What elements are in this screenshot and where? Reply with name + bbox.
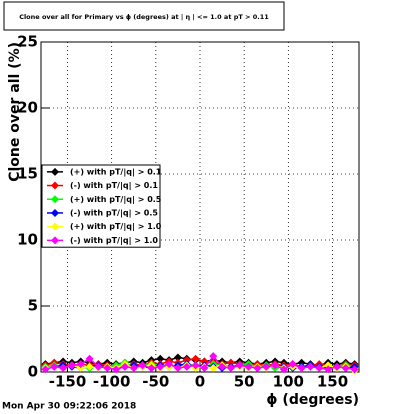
- y-tick-label: 15: [17, 165, 38, 183]
- data-point: [226, 364, 235, 373]
- data-point: [85, 354, 94, 363]
- data-point: [306, 362, 315, 371]
- timestamp: Mon Apr 30 09:22:06 2018: [2, 402, 136, 412]
- legend-label: (-) with pT/|q| > 1.0: [70, 236, 158, 245]
- legend-marker: [51, 195, 59, 204]
- legend-marker: [51, 167, 59, 176]
- data-point: [147, 364, 156, 373]
- legend-label: (-) with pT/|q| > 0.5: [70, 208, 158, 217]
- title-box: [3, 1, 285, 31]
- data-point: [279, 365, 288, 374]
- x-tick-label: 0: [195, 373, 205, 391]
- data-point: [297, 364, 306, 373]
- data-point: [173, 353, 182, 362]
- data-point: [85, 362, 94, 371]
- data-point: [262, 362, 271, 371]
- data-point: [112, 365, 121, 374]
- x-axis-label: ϕ (degrees): [266, 392, 359, 408]
- data-point: [209, 352, 218, 361]
- x-tick-label: 50: [234, 373, 255, 391]
- legend-marker: [51, 208, 59, 217]
- data-point: [332, 362, 341, 371]
- data-point: [271, 361, 280, 370]
- data-point: [288, 360, 297, 369]
- data-point: [129, 364, 138, 373]
- y-tick-label: 20: [17, 99, 38, 117]
- data-point: [253, 364, 262, 373]
- data-point: [138, 361, 147, 370]
- data-point: [173, 364, 182, 373]
- chart-title: Clone over all for Primary vs ϕ (degrees…: [19, 13, 269, 22]
- data-point: [120, 362, 129, 371]
- data-point: [191, 361, 200, 370]
- x-tick-label: 100: [273, 373, 304, 391]
- data-point: [59, 364, 68, 373]
- legend-label: (-) with pT/|q| > 0.1: [70, 181, 158, 190]
- data-point: [156, 354, 165, 363]
- data-point: [103, 364, 112, 373]
- data-point: [156, 362, 165, 371]
- data-point: [41, 365, 50, 374]
- x-tick-label: -50: [142, 373, 169, 391]
- data-point: [200, 364, 209, 373]
- y-axis-label: Clone over all (%): [7, 42, 23, 182]
- x-tick-label: -150: [49, 373, 87, 391]
- data-point: [209, 364, 218, 373]
- data-point: [50, 362, 59, 371]
- legend-box: [41, 164, 161, 248]
- data-point: [218, 362, 227, 371]
- x-tick-label: -100: [93, 373, 131, 391]
- x-tick-label: 150: [317, 373, 348, 391]
- legend-marker: [51, 181, 59, 190]
- data-point: [67, 361, 76, 370]
- data-point: [76, 360, 85, 369]
- data-point: [341, 364, 350, 373]
- y-tick-label: 25: [17, 33, 38, 51]
- data-point: [350, 365, 359, 374]
- legend-label: (+) with pT/|q| > 1.0: [70, 222, 162, 231]
- data-point: [94, 362, 103, 371]
- y-tick-label: 5: [28, 297, 38, 315]
- data-point: [315, 364, 324, 373]
- y-tick-label: 0: [28, 363, 38, 381]
- data-point: [244, 362, 253, 371]
- data-point: [182, 362, 191, 371]
- y-tick-label: 10: [17, 231, 38, 249]
- legend-marker: [51, 236, 59, 245]
- legend-label: (+) with pT/|q| > 0.5: [70, 195, 162, 204]
- data-point: [165, 360, 174, 369]
- data-point: [324, 365, 333, 374]
- legend-marker: [51, 222, 59, 231]
- data-point: [191, 354, 200, 363]
- data-point: [235, 361, 244, 370]
- legend-label: (+) with pT/|q| > 0.1: [70, 167, 162, 176]
